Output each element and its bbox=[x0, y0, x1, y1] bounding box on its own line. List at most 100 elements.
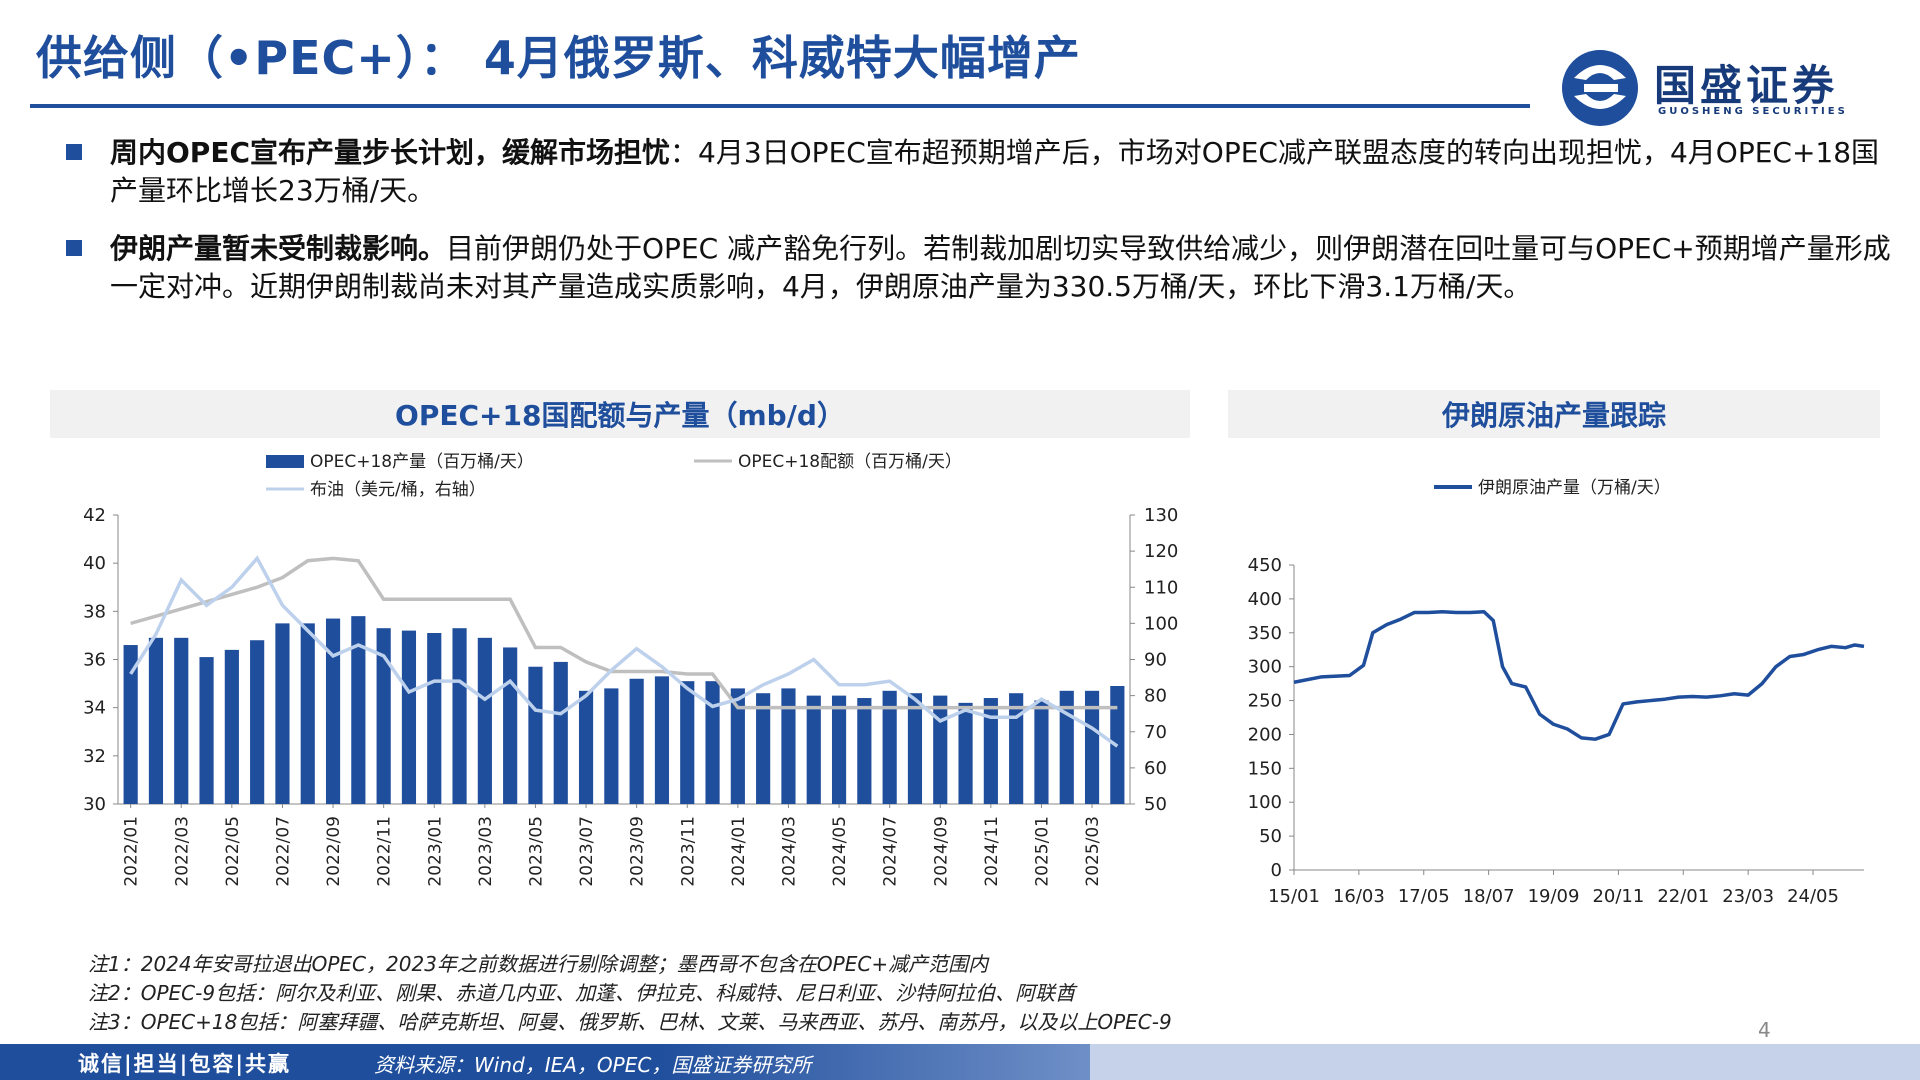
footnotes: 注1：2024年安哥拉退出OPEC，2023年之前数据进行剔除调整；墨西哥不包含… bbox=[88, 950, 1172, 1037]
x-tick-label: 2023/05 bbox=[526, 816, 546, 887]
production-bar bbox=[958, 702, 973, 804]
x-tick-label: 2024/03 bbox=[779, 816, 799, 887]
logo-name: 国盛证券 bbox=[1654, 61, 1839, 110]
right-y-tick-label: 120 bbox=[1144, 541, 1178, 562]
production-bar bbox=[578, 690, 594, 804]
footer-dark-band bbox=[0, 1044, 1090, 1080]
right-y-tick-label: 130 bbox=[1144, 505, 1178, 526]
x-tick-label: 23/03 bbox=[1722, 886, 1774, 907]
bullet-body: 目前伊朗仍处于OPEC 减产豁免行列。若制裁加剧切实导致供给减少，则伊朗潜在回吐… bbox=[110, 232, 1891, 303]
x-tick-label: 2023/09 bbox=[628, 816, 648, 887]
bullet-body: ：4月3日OPEC宣布超预期增产后，市场对OPEC减产联盟态度的转向出现担忧，4… bbox=[110, 136, 1880, 207]
left-y-tick-label: 40 bbox=[83, 553, 106, 574]
x-tick-label: 22/01 bbox=[1657, 886, 1709, 907]
production-bar bbox=[123, 645, 138, 804]
title-divider bbox=[30, 104, 1530, 108]
footnote-2: 注2：OPEC-9包括：阿尔及利亚、刚果、赤道几内亚、加蓬、伊拉克、科威特、尼日… bbox=[88, 981, 1076, 1005]
production-bar bbox=[528, 666, 543, 804]
production-bar bbox=[857, 698, 872, 804]
left-y-tick-label: 32 bbox=[83, 746, 106, 767]
production-bar bbox=[1059, 690, 1074, 804]
bullet-heading: 伊朗产量暂未受制裁影响。 bbox=[110, 232, 447, 265]
production-bar bbox=[376, 628, 391, 804]
x-tick-label: 2025/03 bbox=[1083, 816, 1103, 887]
production-bar bbox=[806, 695, 821, 804]
production-bar bbox=[730, 688, 745, 804]
x-tick-label: 2023/07 bbox=[577, 816, 597, 887]
x-tick-label: 2023/03 bbox=[476, 816, 496, 887]
x-tick-label: 2022/05 bbox=[223, 816, 243, 887]
x-tick-label: 2024/07 bbox=[881, 816, 901, 887]
production-bar bbox=[148, 637, 164, 804]
production-bar bbox=[224, 649, 239, 804]
right-y-tick-label: 100 bbox=[1144, 613, 1178, 634]
x-tick-label: 24/05 bbox=[1787, 886, 1839, 907]
production-bar bbox=[1034, 700, 1049, 804]
y-tick-label: 450 bbox=[1248, 555, 1282, 576]
x-tick-label: 2023/01 bbox=[425, 816, 445, 887]
x-tick-label: 2023/11 bbox=[678, 816, 698, 887]
x-tick-label: 2024/11 bbox=[982, 816, 1002, 887]
bullet-heading: 周内OPEC宣布产量步长计划，缓解市场担忧 bbox=[110, 136, 671, 169]
legend-label-quota: OPEC+18配额（百万桶/天） bbox=[738, 452, 962, 472]
y-tick-label: 0 bbox=[1271, 860, 1282, 881]
right-y-tick-label: 80 bbox=[1144, 686, 1167, 707]
x-tick-label: 2022/09 bbox=[324, 816, 344, 887]
logo-subtitle: GUOSHENG SECURITIES bbox=[1658, 106, 1848, 117]
x-tick-label: 16/03 bbox=[1333, 886, 1385, 907]
production-bar bbox=[629, 678, 644, 804]
legend-label-iran: 伊朗原油产量（万桶/天） bbox=[1478, 478, 1671, 498]
x-tick-label: 17/05 bbox=[1398, 886, 1450, 907]
production-bar bbox=[654, 676, 670, 804]
brent-price-line bbox=[129, 555, 1119, 748]
legend-swatch-production bbox=[266, 455, 304, 468]
y-tick-label: 350 bbox=[1248, 623, 1282, 644]
y-tick-label: 250 bbox=[1248, 691, 1282, 712]
bullet-square-icon bbox=[66, 240, 82, 256]
production-bar bbox=[553, 661, 568, 804]
y-tick-label: 100 bbox=[1248, 792, 1282, 813]
legend-label-production: OPEC+18产量（百万桶/天） bbox=[310, 452, 534, 472]
production-bar bbox=[401, 630, 417, 804]
footer-bar: 诚信|担当|包容|共赢 资料来源：Wind，IEA，OPEC，国盛证券研究所 bbox=[0, 1044, 1920, 1080]
bullet-square-icon bbox=[66, 144, 82, 160]
x-tick-label: 2022/03 bbox=[172, 816, 192, 887]
x-tick-label: 2022/01 bbox=[122, 816, 142, 887]
production-bar bbox=[477, 637, 492, 804]
production-bar bbox=[325, 618, 341, 804]
footer-source: 资料来源：Wind，IEA，OPEC，国盛证券研究所 bbox=[374, 1053, 812, 1077]
x-tick-label: 15/01 bbox=[1268, 886, 1320, 907]
production-bar bbox=[680, 681, 695, 804]
footnote-1: 注1：2024年安哥拉退出OPEC，2023年之前数据进行剔除调整；墨西哥不包含… bbox=[88, 952, 989, 976]
production-bar bbox=[452, 628, 467, 804]
x-tick-label: 2022/07 bbox=[273, 816, 293, 887]
right-y-tick-label: 50 bbox=[1144, 794, 1167, 815]
x-tick-label: 2024/01 bbox=[729, 816, 749, 887]
y-tick-label: 300 bbox=[1248, 657, 1282, 678]
production-bar bbox=[427, 633, 442, 804]
production-bar bbox=[705, 681, 720, 804]
production-bar bbox=[275, 623, 290, 804]
production-bar bbox=[199, 657, 214, 804]
production-bar bbox=[756, 693, 771, 804]
iran-production-line bbox=[1293, 610, 1865, 741]
x-tick-label: 20/11 bbox=[1592, 886, 1644, 907]
footer-motto: 诚信|担当|包容|共赢 bbox=[78, 1052, 292, 1076]
footer-light-band bbox=[1090, 1044, 1920, 1080]
production-bar bbox=[781, 688, 796, 804]
left-y-tick-label: 36 bbox=[83, 650, 106, 671]
x-tick-label: 2024/05 bbox=[830, 816, 850, 887]
x-tick-label: 19/09 bbox=[1528, 886, 1580, 907]
chart-right-title: 伊朗原油产量跟踪 bbox=[1228, 390, 1880, 438]
x-tick-label: 18/07 bbox=[1463, 886, 1515, 907]
right-y-tick-label: 70 bbox=[1144, 722, 1167, 743]
company-logo: 国盛证券 GUOSHENG SECURITIES bbox=[1558, 48, 1898, 126]
production-bar bbox=[503, 647, 518, 804]
right-y-tick-label: 110 bbox=[1144, 577, 1178, 598]
production-bar bbox=[604, 688, 619, 804]
page-number: 4 bbox=[1758, 1018, 1771, 1042]
logo-mark-icon bbox=[1562, 50, 1638, 126]
left-y-tick-label: 38 bbox=[83, 601, 106, 622]
production-bar bbox=[1009, 693, 1024, 804]
production-bar bbox=[1084, 690, 1100, 804]
